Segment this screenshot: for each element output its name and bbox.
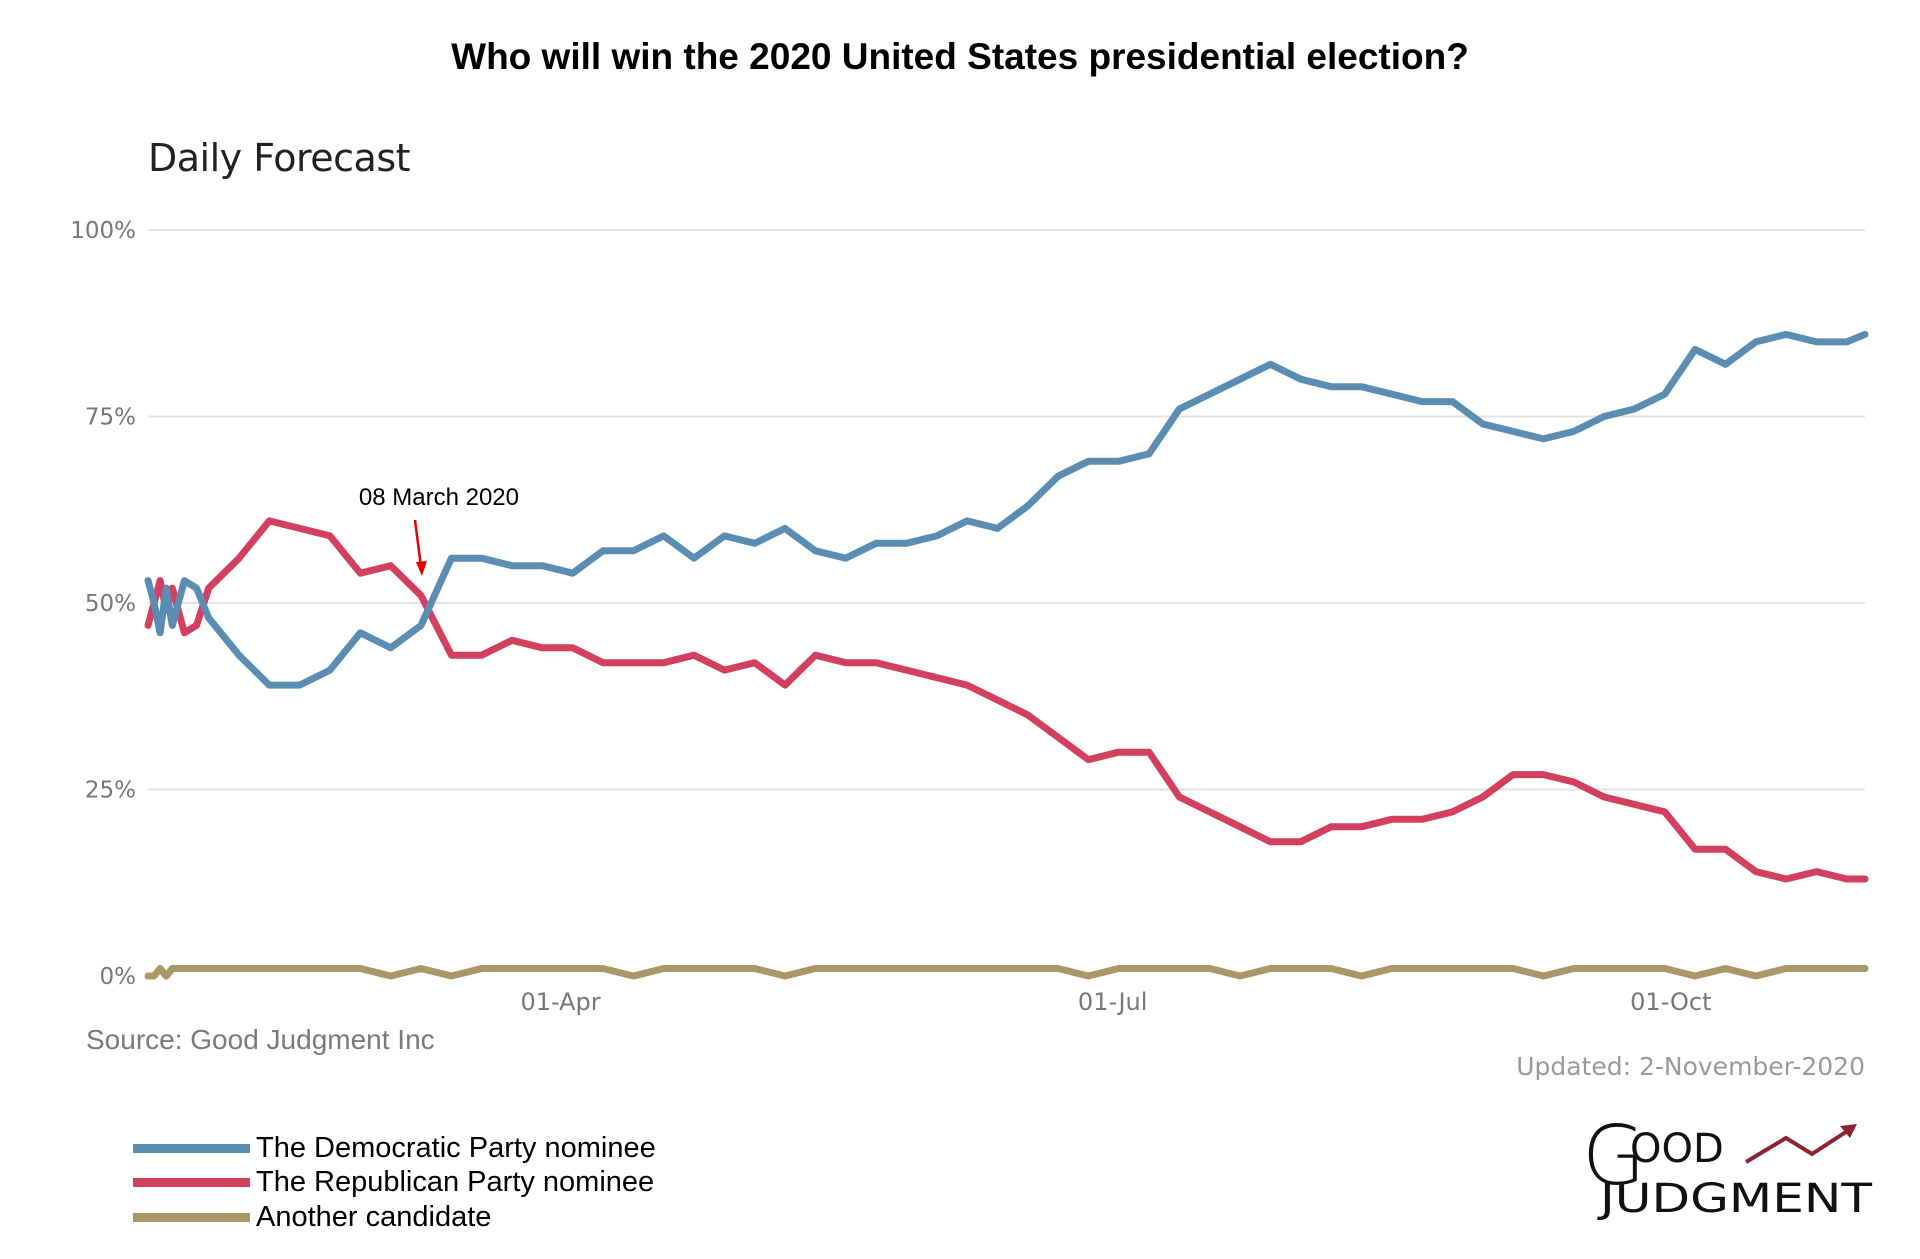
source-note: Source: Good Judgment Inc: [86, 1024, 435, 1055]
annotation: 08 March 2020: [359, 484, 519, 576]
logo-g: G: [1582, 1112, 1646, 1204]
good-judgment-logo: G OOD JUDGMENT: [1582, 1112, 1873, 1222]
x-axis-ticks: 01-Apr 01-Jul 01-Oct: [520, 988, 1711, 1016]
series-line-democratic: [144, 330, 1869, 689]
legend-item-democratic: The Democratic Party nominee: [133, 1131, 656, 1165]
chart-subtitle: Daily Forecast: [148, 136, 411, 180]
series-line-republican: [144, 517, 1869, 883]
updated-note: Updated: 2-November-2020: [1516, 1052, 1865, 1081]
legend-label: Another candidate: [256, 1200, 492, 1233]
x-tick-label: 01-Oct: [1630, 988, 1711, 1016]
y-tick-label: 75%: [85, 405, 136, 431]
chart-title: Who will win the 2020 United States pres…: [451, 36, 1469, 77]
series-lines: [144, 330, 1869, 980]
logo-text-good: OOD: [1630, 1126, 1724, 1172]
x-tick-label: 01-Apr: [520, 988, 600, 1016]
legend-label: The Democratic Party nominee: [256, 1131, 656, 1164]
legend-swatch-other: [133, 1212, 250, 1222]
annotation-arrowhead: [415, 561, 427, 576]
logo-arrow-icon: [1744, 1126, 1854, 1164]
legend-item-other: Another candidate: [133, 1200, 491, 1234]
y-tick-label: 100%: [70, 218, 136, 244]
legend-label: The Republican Party nominee: [256, 1165, 655, 1198]
y-tick-label: 25%: [85, 778, 136, 804]
legend-swatch-democratic: [133, 1143, 250, 1153]
logo-text-judgment: JUDGMENT: [1596, 1176, 1872, 1222]
annotation-label: 08 March 2020: [359, 484, 519, 511]
series-line-other: [144, 965, 1869, 980]
annotation-arrow: [413, 519, 423, 567]
gridlines: [148, 229, 1865, 791]
x-tick-label: 01-Jul: [1078, 988, 1148, 1016]
logo-arrowhead-icon: [1840, 1124, 1857, 1138]
y-tick-label: 50%: [85, 591, 136, 617]
legend-item-republican: The Republican Party nominee: [133, 1165, 654, 1199]
y-axis-ticks: 0% 25% 50% 75% 100%: [70, 218, 136, 990]
legend-swatch-republican: [133, 1177, 250, 1187]
y-tick-label: 0%: [100, 964, 137, 990]
